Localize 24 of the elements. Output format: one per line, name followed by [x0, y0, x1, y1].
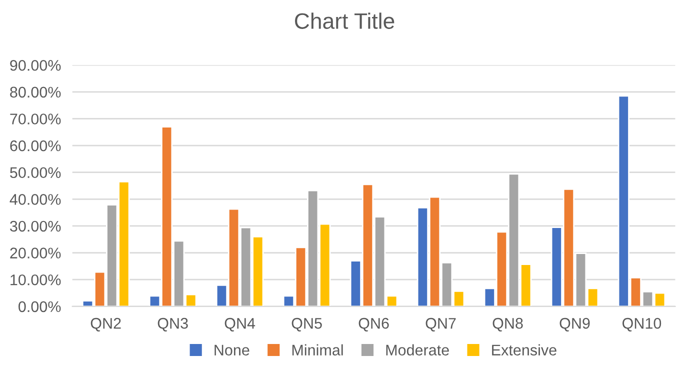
- y-tick-label: 40.00%: [10, 194, 61, 205]
- x-tick-label: QN4: [224, 318, 256, 332]
- y-tick-label: 80.00%: [10, 86, 61, 98]
- x-tick-label: QN8: [492, 318, 523, 332]
- legend-label: Minimal: [292, 344, 343, 356]
- x-tick-label: QN3: [158, 318, 188, 332]
- x-tick-label: QN10: [622, 318, 662, 332]
- x-tick-label: QN2: [90, 318, 121, 332]
- y-tick-label: 90.00%: [10, 60, 61, 71]
- x-tick-label: QN9: [560, 318, 590, 332]
- y-tick-label: 50.00%: [10, 167, 61, 178]
- y-tick-label: 30.00%: [10, 220, 61, 232]
- chart-title: Chart Title: [294, 12, 394, 29]
- legend-label: Moderate: [386, 344, 449, 356]
- y-tick-label: 60.00%: [10, 140, 61, 152]
- y-tick-label: 20.00%: [10, 248, 61, 258]
- y-tick-label: 10.00%: [10, 274, 61, 286]
- x-tick-label: QN7: [426, 318, 456, 332]
- y-tick-label: 70.00%: [10, 114, 61, 124]
- legend-label: Extensive: [492, 344, 556, 356]
- y-tick-label: 0.00%: [18, 301, 61, 312]
- x-tick-label: QN6: [358, 318, 389, 332]
- x-tick-label: QN5: [292, 318, 322, 332]
- legend-label: None: [214, 344, 250, 356]
